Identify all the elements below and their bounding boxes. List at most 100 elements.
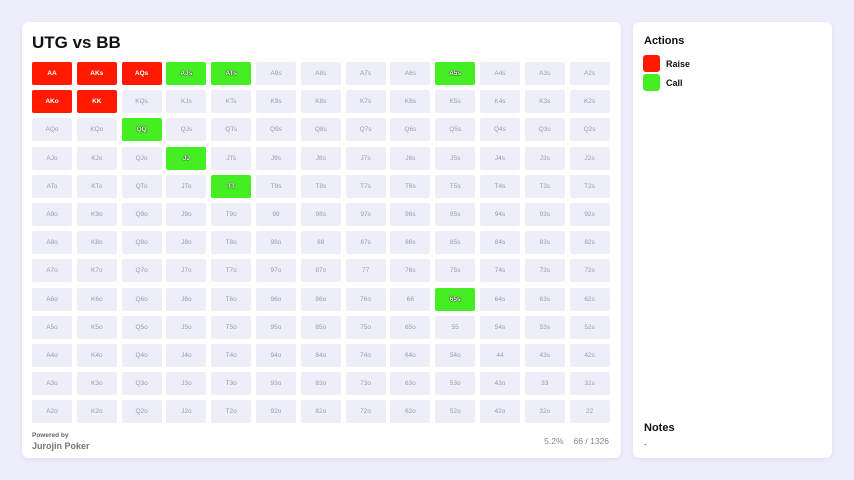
hand-cell[interactable]: AA [32, 62, 72, 85]
hand-cell[interactable]: KJo [76, 146, 117, 170]
hand-cell[interactable]: Q5s [435, 118, 476, 142]
hand-cell[interactable]: 98s [300, 202, 341, 226]
hand-cell[interactable]: 53o [435, 372, 476, 396]
hand-cell[interactable]: K7o [76, 259, 117, 283]
legend-raise[interactable]: Raise [643, 55, 690, 72]
hand-cell[interactable]: T8s [300, 174, 341, 198]
hand-cell[interactable]: 64o [390, 343, 431, 367]
hand-cell[interactable]: J7o [166, 259, 207, 283]
hand-cell[interactable]: A4o [32, 343, 72, 367]
hand-cell[interactable]: J8s [300, 146, 341, 170]
hand-cell[interactable]: AQo [32, 118, 72, 142]
hand-cell[interactable]: 86s [390, 231, 431, 255]
hand-cell[interactable]: 75o [345, 315, 386, 339]
hand-cell[interactable]: Q8o [121, 231, 162, 255]
hand-cell[interactable]: J6s [390, 146, 431, 170]
hand-cell[interactable]: QQ [121, 118, 162, 142]
hand-cell[interactable]: Q4s [479, 118, 520, 142]
hand-cell[interactable]: Q2o [121, 400, 162, 424]
hand-cell[interactable]: A6o [32, 287, 72, 311]
hand-cell[interactable]: 52s [569, 315, 610, 339]
hand-cell[interactable]: Q6o [121, 287, 162, 311]
hand-cell[interactable]: QTo [121, 174, 162, 198]
hand-cell[interactable]: A4s [479, 62, 520, 85]
hand-cell[interactable]: 85o [300, 315, 341, 339]
hand-cell[interactable]: A7o [32, 259, 72, 283]
hand-cell[interactable]: 84o [300, 343, 341, 367]
hand-cell[interactable]: A2o [32, 400, 72, 424]
hand-cell[interactable]: 95s [435, 202, 476, 226]
hand-cell[interactable]: 87s [345, 231, 386, 255]
hand-cell[interactable]: JJ [166, 146, 207, 170]
hand-cell[interactable]: 72o [345, 400, 386, 424]
hand-cell[interactable]: A6s [390, 62, 431, 85]
hand-cell[interactable]: 72s [569, 259, 610, 283]
hand-cell[interactable]: Q7s [345, 118, 386, 142]
hand-cell[interactable]: 64s [479, 287, 520, 311]
hand-cell[interactable]: ATo [32, 174, 72, 198]
hand-cell[interactable]: K2s [569, 90, 610, 114]
hand-cell[interactable]: KK [76, 90, 117, 114]
hand-cell[interactable]: 87o [300, 259, 341, 283]
hand-cell[interactable]: K6s [390, 90, 431, 114]
hand-cell[interactable]: 92o [255, 400, 296, 424]
hand-cell[interactable]: 62o [390, 400, 431, 424]
hand-cell[interactable]: Q8s [300, 118, 341, 142]
hand-cell[interactable]: 94o [255, 343, 296, 367]
hand-cell[interactable]: K9s [255, 90, 296, 114]
hand-cell[interactable]: J2s [569, 146, 610, 170]
hand-cell[interactable]: A5s [435, 62, 476, 85]
hand-cell[interactable]: 82s [569, 231, 610, 255]
hand-cell[interactable]: J6o [166, 287, 207, 311]
hand-cell[interactable]: T4o [211, 343, 252, 367]
hand-cell[interactable]: 83o [300, 372, 341, 396]
hand-cell[interactable]: 76s [390, 259, 431, 283]
hand-cell[interactable]: TT [211, 174, 252, 198]
hand-cell[interactable]: 74s [479, 259, 520, 283]
hand-cell[interactable]: J9o [166, 202, 207, 226]
hand-cell[interactable]: KQs [121, 90, 162, 114]
hand-cell[interactable]: K7s [345, 90, 386, 114]
hand-cell[interactable]: AJo [32, 146, 72, 170]
hand-cell[interactable]: 92s [569, 202, 610, 226]
hand-cell[interactable]: 86o [300, 287, 341, 311]
hand-cell[interactable]: K8o [76, 231, 117, 255]
hand-cell[interactable]: Q2s [569, 118, 610, 142]
hand-cell[interactable]: J4o [166, 343, 207, 367]
hand-cell[interactable]: 77 [345, 259, 386, 283]
hand-cell[interactable]: 43o [479, 372, 520, 396]
hand-cell[interactable]: 43s [524, 343, 565, 367]
hand-cell[interactable]: K6o [76, 287, 117, 311]
hand-cell[interactable]: AQs [121, 62, 162, 85]
hand-cell[interactable]: J9s [255, 146, 296, 170]
hand-cell[interactable]: K8s [300, 90, 341, 114]
hand-cell[interactable]: 93o [255, 372, 296, 396]
hand-cell[interactable]: Q9s [255, 118, 296, 142]
hand-cell[interactable]: K9o [76, 202, 117, 226]
hand-cell[interactable]: 32o [524, 400, 565, 424]
hand-cell[interactable]: A3o [32, 372, 72, 396]
hand-cell[interactable]: J2o [166, 400, 207, 424]
hand-cell[interactable]: Q4o [121, 343, 162, 367]
hand-cell[interactable]: QJs [166, 118, 207, 142]
hand-cell[interactable]: 73s [524, 259, 565, 283]
hand-cell[interactable]: T9s [255, 174, 296, 198]
hand-cell[interactable]: 66 [390, 287, 431, 311]
hand-cell[interactable]: 44 [479, 343, 520, 367]
hand-cell[interactable]: 54s [479, 315, 520, 339]
hand-cell[interactable]: T2o [211, 400, 252, 424]
hand-cell[interactable]: 82o [300, 400, 341, 424]
hand-cell[interactable]: 53s [524, 315, 565, 339]
hand-cell[interactable]: Q3o [121, 372, 162, 396]
hand-cell[interactable]: 42o [479, 400, 520, 424]
hand-cell[interactable]: Q9o [121, 202, 162, 226]
hand-cell[interactable]: J5s [435, 146, 476, 170]
hand-cell[interactable]: 83s [524, 231, 565, 255]
hand-cell[interactable]: T3o [211, 372, 252, 396]
hand-cell[interactable]: QTs [211, 118, 252, 142]
hand-cell[interactable]: A7s [345, 62, 386, 85]
hand-cell[interactable]: 96s [390, 202, 431, 226]
hand-cell[interactable]: Q6s [390, 118, 431, 142]
hand-cell[interactable]: JTo [166, 174, 207, 198]
hand-cell[interactable]: KJs [166, 90, 207, 114]
